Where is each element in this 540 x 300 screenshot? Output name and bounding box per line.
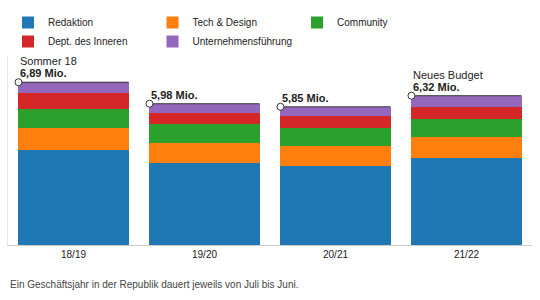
svg-text:Neues Budget: Neues Budget bbox=[413, 69, 483, 81]
svg-text:6,89 Mio.: 6,89 Mio. bbox=[20, 67, 66, 79]
svg-text:18/19: 18/19 bbox=[61, 249, 86, 260]
svg-text:5,85 Mio.: 5,85 Mio. bbox=[282, 92, 328, 104]
svg-text:6,32 Mio.: 6,32 Mio. bbox=[413, 81, 459, 93]
svg-text:Tech & Design: Tech & Design bbox=[193, 17, 257, 28]
svg-text:20/21: 20/21 bbox=[323, 249, 348, 260]
svg-text:Unternehmensführung: Unternehmensführung bbox=[193, 36, 293, 47]
svg-text:Community: Community bbox=[337, 17, 388, 28]
svg-text:Redaktion: Redaktion bbox=[48, 17, 93, 28]
svg-text:19/20: 19/20 bbox=[192, 249, 217, 260]
svg-text:5,98 Mio.: 5,98 Mio. bbox=[151, 89, 197, 101]
svg-text:21/22: 21/22 bbox=[454, 249, 479, 260]
svg-text:Dept. des Inneren: Dept. des Inneren bbox=[48, 36, 128, 47]
svg-text:Sommer 18: Sommer 18 bbox=[20, 55, 77, 67]
svg-text:Ein Geschäftsjahr in der Repub: Ein Geschäftsjahr in der Republik dauert… bbox=[10, 279, 298, 290]
